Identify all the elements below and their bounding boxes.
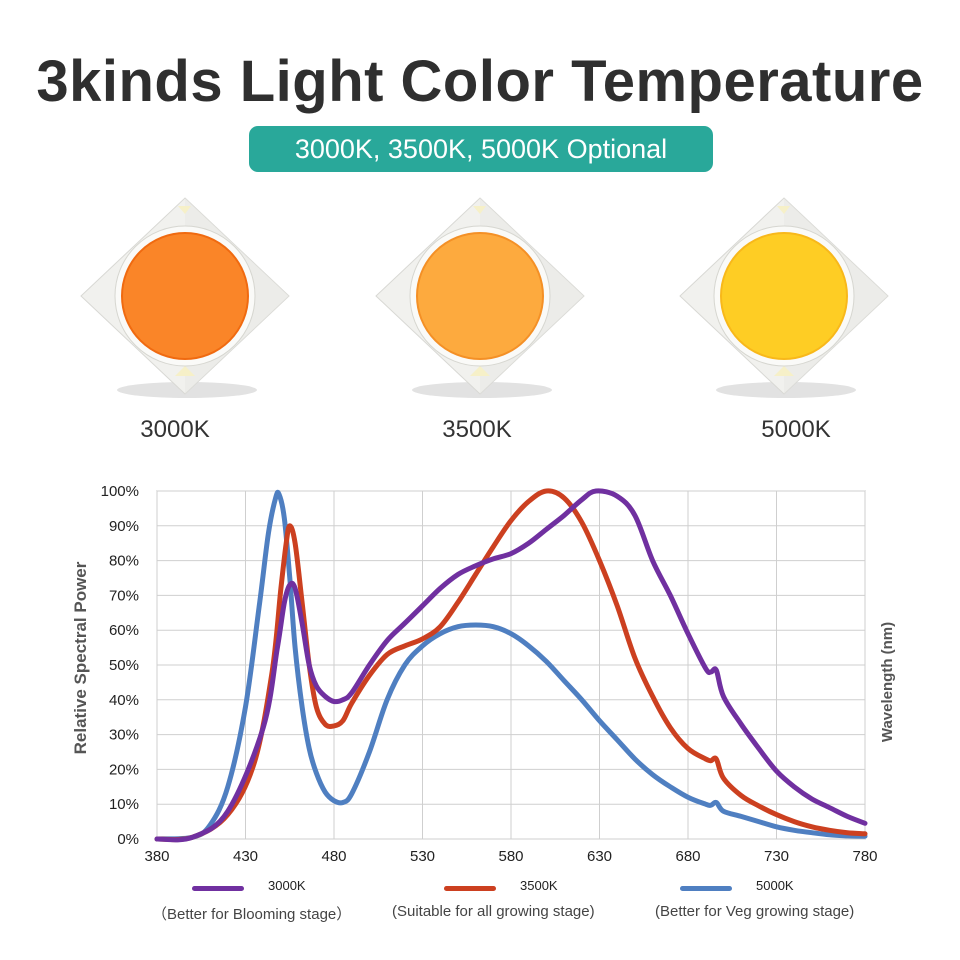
legend-note-5000k: (Better for Veg growing stage) (655, 903, 855, 920)
chart-axes: 380 430 480 530 580 630 680 730 780 0% 10% 20% 30% 40… (101, 483, 878, 865)
phosphor-disc (720, 232, 848, 360)
legend-swatch (444, 886, 496, 891)
y-tick-label: 50% (109, 657, 139, 674)
phosphor-disc (416, 232, 544, 360)
y-axis-label: Relative Spectral Power (71, 561, 90, 754)
legend-swatch (192, 886, 244, 891)
chart-grid (156, 490, 866, 840)
legend-note-3000k: （Better for Blooming stage） (152, 906, 352, 923)
y-tick-label: 30% (109, 727, 139, 744)
y-tick-label: 80% (109, 553, 139, 570)
x-tick-label: 730 (764, 848, 789, 865)
chip-label-3000k: 3000K (140, 416, 210, 443)
x-axis-label: Wavelength (nm) (879, 622, 896, 742)
x-tick-label: 630 (587, 848, 612, 865)
phosphor-disc (121, 232, 249, 360)
series-line-5000k (154, 489, 868, 842)
led-chip-image (679, 197, 889, 398)
page-title: 3kinds Light Color Temperature (36, 49, 924, 114)
spectral-power-chart: 380 430 480 530 580 630 680 730 780 0% 10% 20% 30% 40… (71, 483, 896, 865)
y-tick-label: 20% (109, 761, 139, 778)
legend-label: 3500K (520, 878, 558, 893)
y-tick-label: 100% (101, 483, 139, 500)
y-tick-label: 40% (109, 692, 139, 709)
led-chip-image (375, 197, 585, 398)
y-tick-label: 0% (117, 831, 139, 848)
x-tick-label: 430 (233, 848, 258, 865)
series-line-3500k (154, 488, 868, 843)
x-tick-label: 480 (321, 848, 346, 865)
legend-label: 3000K (268, 878, 306, 893)
x-tick-label: 380 (144, 848, 169, 865)
led-chip-3500k (370, 190, 590, 410)
x-tick-label: 780 (852, 848, 877, 865)
legend-swatch (680, 886, 732, 891)
x-tick-label: 530 (410, 848, 435, 865)
chart-series (154, 488, 868, 843)
y-tick-label: 10% (109, 796, 139, 813)
subtitle-badge: 3000K, 3500K, 5000K Optional (249, 126, 713, 172)
y-tick-label: 60% (109, 622, 139, 639)
chip-label-3500k: 3500K (442, 416, 512, 443)
x-tick-label: 680 (675, 848, 700, 865)
legend-note-3500k: (Suitable for all growing stage) (392, 903, 595, 920)
x-tick-label: 580 (498, 848, 523, 865)
legend-label: 5000K (756, 878, 794, 893)
led-chip-3000k (75, 190, 295, 410)
led-chip-5000k (674, 190, 894, 410)
y-tick-label: 70% (109, 587, 139, 604)
y-tick-label: 90% (109, 518, 139, 535)
led-chip-image (80, 197, 290, 398)
series-line-3000k (154, 488, 868, 843)
chip-label-5000k: 5000K (761, 416, 831, 443)
